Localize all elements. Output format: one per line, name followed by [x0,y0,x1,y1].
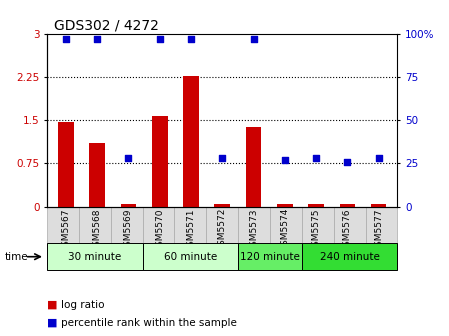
Point [187,36,194,41]
Bar [339,204,355,207]
Text: 240 minute: 240 minute [320,252,379,262]
Text: time: time [4,252,28,262]
Bar [89,143,105,207]
Text: 30 minute: 30 minute [68,252,122,262]
Bar [58,122,74,207]
Text: GDS302 / 4272: GDS302 / 4272 [54,18,159,33]
Bar [183,76,199,207]
Bar [308,204,324,207]
Point [344,159,351,164]
Point [62,36,70,41]
Point [156,36,163,41]
Point [375,156,382,161]
Point [219,156,226,161]
Text: 120 minute: 120 minute [240,252,300,262]
Text: ■: ■ [47,300,57,310]
Point [93,36,101,41]
Text: percentile rank within the sample: percentile rank within the sample [61,318,237,328]
Text: ■: ■ [47,318,57,328]
Point [250,36,257,41]
Bar [152,116,167,207]
Point [125,156,132,161]
Point [281,157,288,163]
Bar [215,204,230,207]
Bar [371,204,387,207]
Bar [121,204,136,207]
Point [313,156,320,161]
Text: 60 minute: 60 minute [164,252,217,262]
Text: log ratio: log ratio [61,300,104,310]
Bar [277,204,293,207]
Bar [246,127,261,207]
